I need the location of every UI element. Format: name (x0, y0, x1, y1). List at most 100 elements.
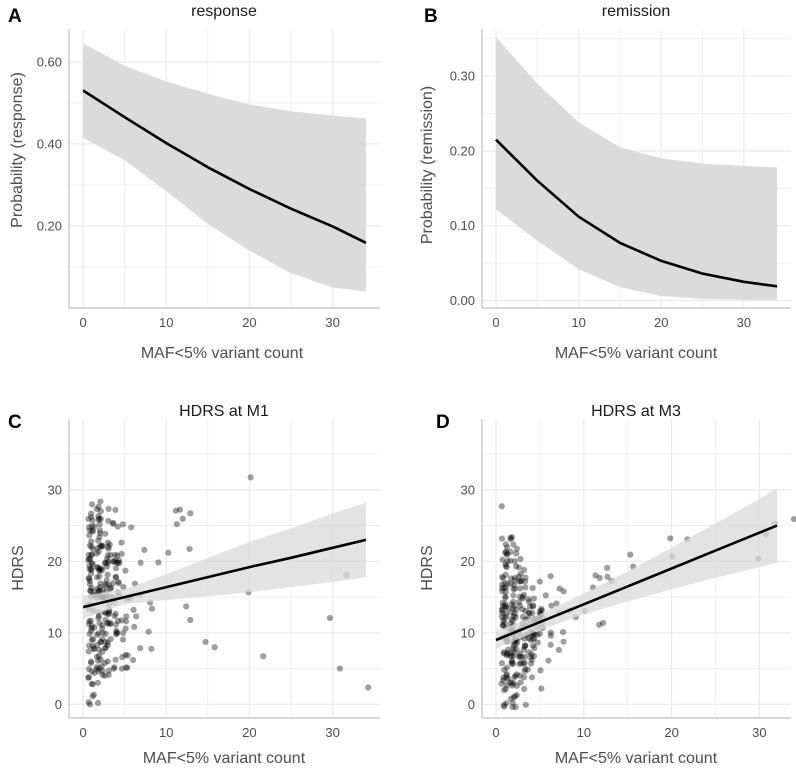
data-point (87, 570, 95, 577)
data-point (510, 645, 517, 652)
data-point (98, 567, 106, 574)
data-point (519, 593, 526, 600)
data-point (517, 578, 524, 585)
data-point (109, 519, 117, 526)
data-point (507, 534, 514, 541)
data-point (85, 620, 93, 628)
data-point (511, 585, 518, 592)
data-point (88, 522, 96, 530)
data-point (505, 646, 512, 653)
data-point (120, 584, 127, 591)
data-point (516, 672, 524, 679)
data-point (503, 544, 511, 551)
data-point (519, 613, 527, 620)
data-point (519, 595, 526, 602)
y-tick-label: 0.20 (450, 143, 475, 158)
data-point (96, 567, 103, 575)
data-point (508, 534, 516, 541)
data-point (145, 628, 152, 635)
data-point (498, 660, 506, 667)
data-point (105, 517, 112, 525)
data-point (137, 559, 144, 566)
data-point (498, 607, 506, 614)
data-point (503, 672, 510, 679)
data-point (537, 667, 544, 674)
data-point (528, 656, 535, 664)
data-point (511, 574, 519, 581)
x-tick-label: 30 (752, 725, 766, 740)
data-point (89, 546, 97, 553)
data-point (128, 524, 135, 531)
data-point (102, 644, 109, 652)
data-point (89, 527, 96, 534)
data-point (124, 664, 131, 671)
data-point (555, 646, 563, 654)
data-point (86, 575, 93, 582)
y-tick-label: 30 (48, 482, 62, 497)
data-point (112, 565, 120, 572)
data-point (89, 693, 96, 700)
data-point (93, 666, 100, 673)
data-point (503, 664, 511, 671)
data-point (90, 691, 97, 698)
data-point (542, 592, 549, 599)
y-tick-label: 0.30 (450, 69, 475, 84)
data-point (87, 658, 95, 665)
data-point (510, 613, 517, 620)
data-point (96, 521, 103, 528)
data-point (99, 671, 106, 678)
panel-letter: C (8, 412, 22, 433)
data-point (96, 530, 104, 537)
data-point (88, 551, 95, 558)
data-point (173, 521, 180, 528)
data-point (536, 630, 543, 637)
data-point (115, 617, 122, 625)
data-point (545, 657, 552, 664)
data-point (507, 536, 514, 543)
data-point (112, 610, 119, 617)
data-point (501, 703, 508, 710)
data-point (513, 671, 520, 678)
data-point (107, 621, 114, 628)
data-point (88, 510, 95, 517)
data-point (93, 505, 101, 513)
data-point (89, 681, 96, 688)
data-point (520, 591, 528, 598)
data-point (525, 598, 533, 605)
data-point (627, 551, 634, 558)
data-point (502, 593, 509, 600)
data-point (498, 613, 506, 621)
data-point (500, 650, 507, 657)
data-point (86, 578, 94, 585)
data-point (99, 635, 106, 642)
data-point (102, 580, 109, 587)
data-point (510, 694, 518, 701)
data-point (538, 607, 545, 614)
data-point (503, 700, 510, 707)
data-point (596, 621, 603, 628)
data-point (113, 631, 120, 638)
data-point (499, 622, 507, 629)
x-axis-label: MAF<5% variant count (555, 345, 718, 362)
data-point (91, 523, 98, 530)
data-point (89, 528, 96, 535)
data-point (88, 543, 95, 550)
data-point (172, 507, 179, 514)
data-point (517, 570, 524, 578)
x-axis-label: MAF<5% variant count (141, 345, 304, 362)
data-point (85, 524, 93, 531)
data-point (97, 543, 104, 550)
data-point (116, 559, 123, 566)
data-point (499, 610, 506, 617)
data-point (89, 560, 96, 567)
data-point (502, 571, 509, 578)
data-point (179, 515, 186, 522)
data-point (110, 558, 117, 565)
data-point (530, 602, 537, 609)
data-point (131, 623, 138, 630)
data-point (86, 542, 94, 549)
data-point (94, 564, 101, 571)
data-point (500, 575, 507, 582)
data-point (529, 603, 536, 610)
data-point (87, 587, 94, 594)
